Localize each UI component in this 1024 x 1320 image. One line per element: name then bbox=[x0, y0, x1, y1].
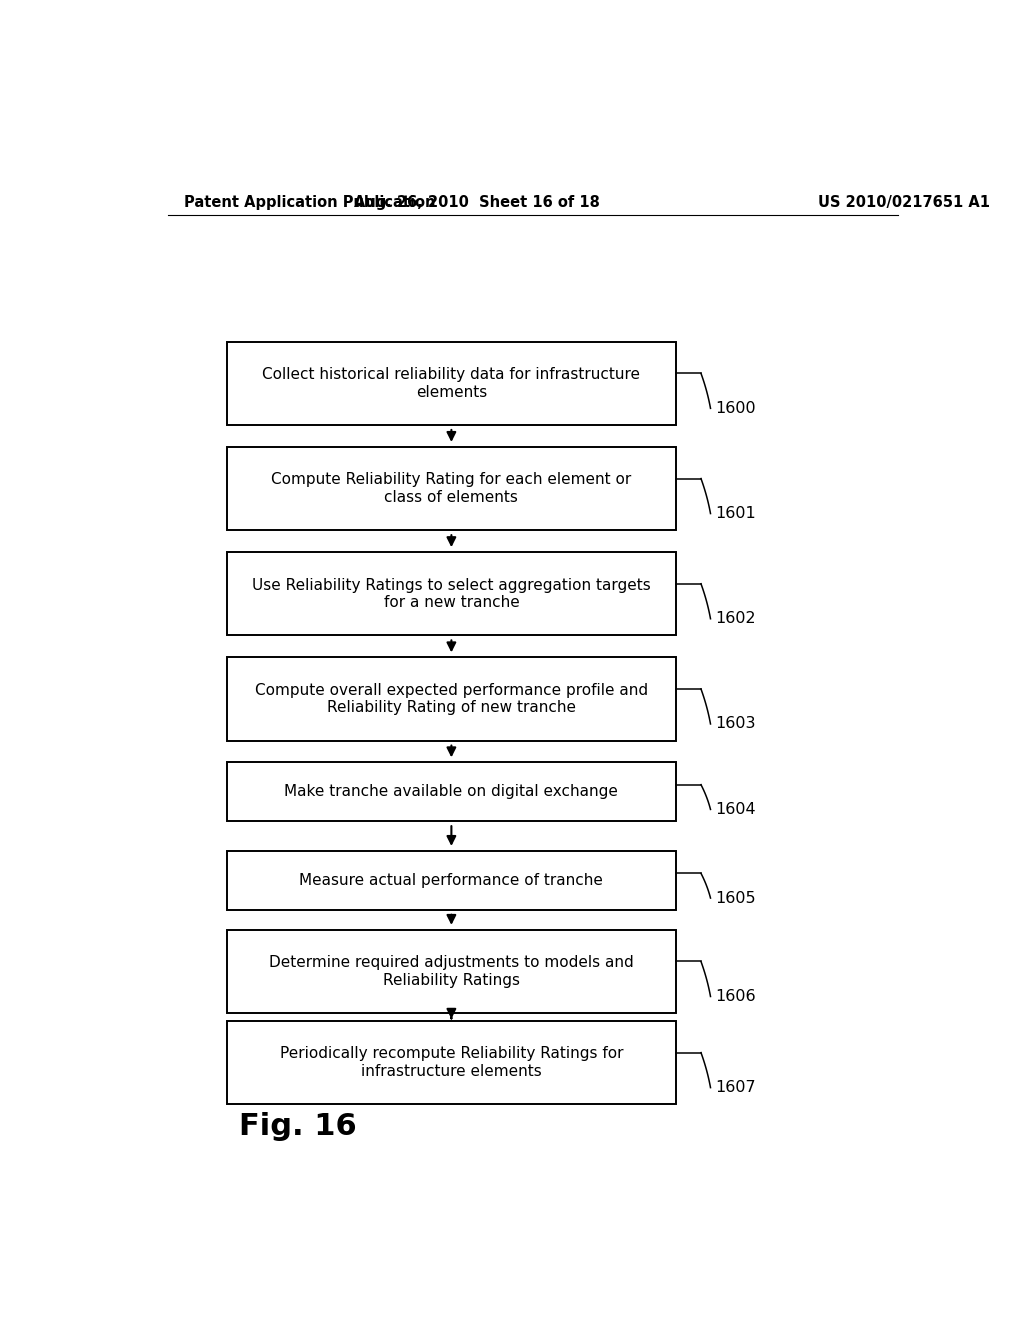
Text: 1600: 1600 bbox=[715, 401, 756, 416]
Text: 1606: 1606 bbox=[715, 989, 756, 1005]
Text: Aug. 26, 2010  Sheet 16 of 18: Aug. 26, 2010 Sheet 16 of 18 bbox=[354, 194, 600, 210]
Text: Periodically recompute Reliability Ratings for
infrastructure elements: Periodically recompute Reliability Ratin… bbox=[280, 1047, 624, 1078]
Text: 1603: 1603 bbox=[715, 717, 756, 731]
Text: Compute Reliability Rating for each element or
class of elements: Compute Reliability Rating for each elem… bbox=[271, 473, 632, 504]
FancyBboxPatch shape bbox=[227, 929, 676, 1014]
Text: Fig. 16: Fig. 16 bbox=[240, 1111, 356, 1140]
Text: Collect historical reliability data for infrastructure
elements: Collect historical reliability data for … bbox=[262, 367, 640, 400]
Text: Determine required adjustments to models and
Reliability Ratings: Determine required adjustments to models… bbox=[269, 956, 634, 987]
Text: Compute overall expected performance profile and
Reliability Rating of new tranc: Compute overall expected performance pro… bbox=[255, 682, 648, 715]
Text: 1601: 1601 bbox=[715, 506, 756, 521]
FancyBboxPatch shape bbox=[227, 342, 676, 425]
Text: Measure actual performance of tranche: Measure actual performance of tranche bbox=[299, 873, 603, 888]
FancyBboxPatch shape bbox=[227, 552, 676, 635]
FancyBboxPatch shape bbox=[227, 447, 676, 531]
Text: US 2010/0217651 A1: US 2010/0217651 A1 bbox=[818, 194, 990, 210]
FancyBboxPatch shape bbox=[227, 762, 676, 821]
Text: 1602: 1602 bbox=[715, 611, 756, 626]
FancyBboxPatch shape bbox=[227, 851, 676, 909]
Text: Use Reliability Ratings to select aggregation targets
for a new tranche: Use Reliability Ratings to select aggreg… bbox=[252, 578, 651, 610]
Text: 1607: 1607 bbox=[715, 1080, 756, 1096]
Text: 1605: 1605 bbox=[715, 891, 756, 906]
Text: 1604: 1604 bbox=[715, 803, 756, 817]
FancyBboxPatch shape bbox=[227, 1020, 676, 1105]
Text: Patent Application Publication: Patent Application Publication bbox=[183, 194, 435, 210]
FancyBboxPatch shape bbox=[227, 657, 676, 741]
Text: Make tranche available on digital exchange: Make tranche available on digital exchan… bbox=[285, 784, 618, 799]
